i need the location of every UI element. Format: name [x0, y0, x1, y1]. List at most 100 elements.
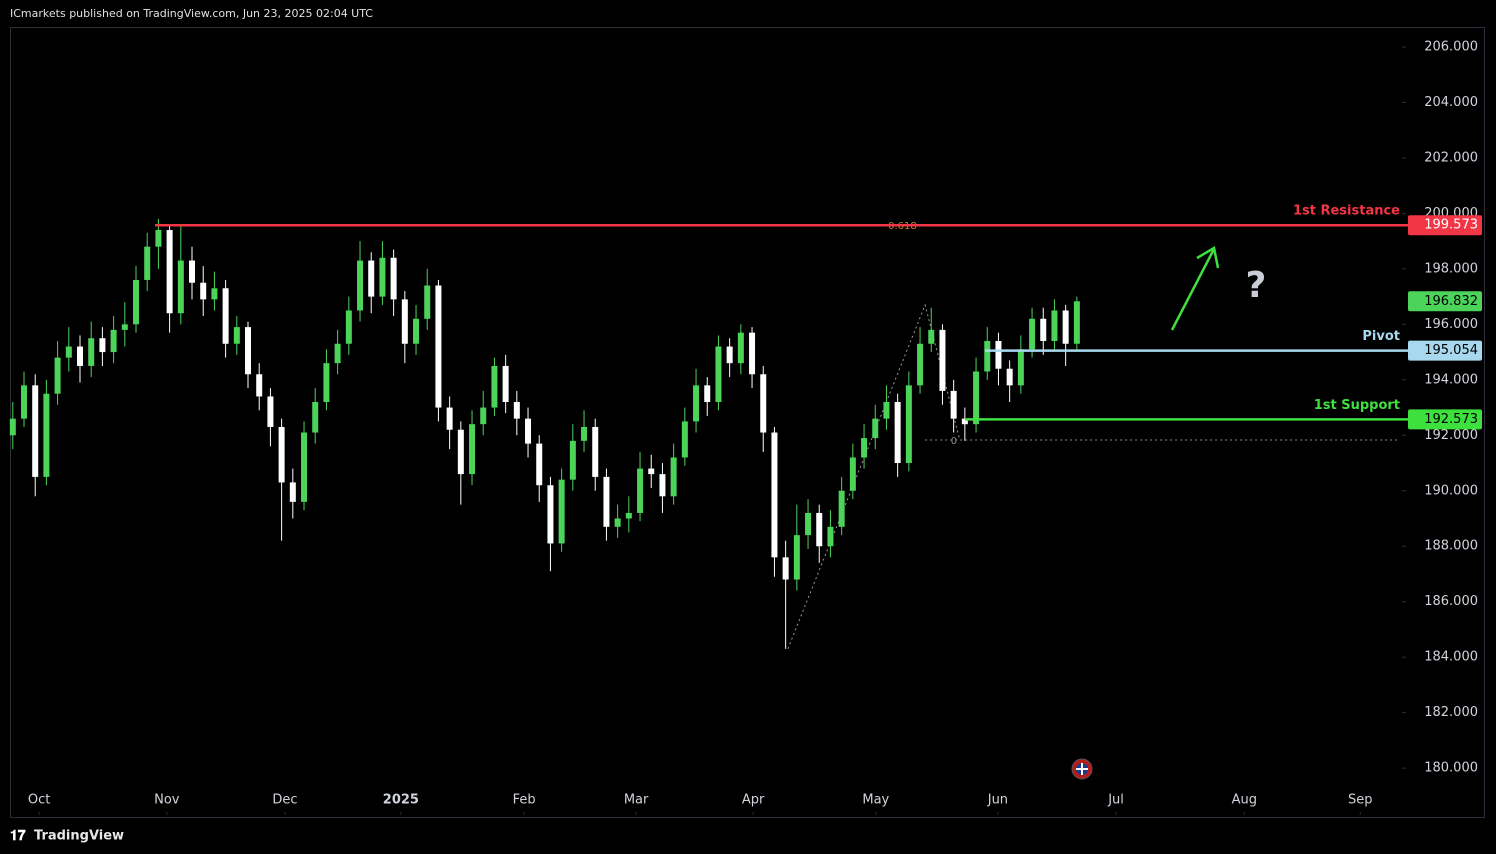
y-tick-label: 194.000 — [1424, 372, 1478, 387]
x-tick-label: Nov — [154, 793, 180, 808]
candle-body — [894, 402, 901, 464]
candle-body — [256, 374, 263, 397]
candle-body — [513, 402, 520, 419]
candle-body — [301, 432, 308, 502]
candle-body — [603, 476, 610, 527]
candle-body — [1017, 349, 1024, 386]
candle-body — [110, 329, 117, 353]
candle-body — [905, 385, 912, 464]
question-mark: ? — [1246, 265, 1267, 306]
candle-body — [659, 474, 666, 497]
candle-body — [625, 512, 632, 519]
last-price-box — [1408, 291, 1482, 312]
candle-body — [525, 418, 532, 444]
x-tick-label: Aug — [1232, 793, 1257, 808]
fib-label: 0.618 — [888, 221, 917, 232]
candle-body — [883, 402, 890, 419]
candle-body — [726, 346, 733, 364]
candle-body — [693, 385, 700, 422]
candle-body — [917, 343, 924, 386]
candle-body — [502, 365, 509, 403]
candle-body — [670, 457, 677, 497]
candle-body — [480, 407, 487, 425]
level-value: 199.573 — [1424, 218, 1478, 233]
candle-body — [569, 440, 576, 480]
y-tick-label: 206.000 — [1424, 39, 1478, 54]
candle-body — [144, 246, 151, 280]
candle-body — [43, 393, 50, 477]
level-value: 195.054 — [1424, 343, 1478, 358]
x-tick-label: May — [862, 793, 889, 808]
candle-body — [334, 343, 341, 364]
candle-body — [21, 385, 28, 419]
candle-body — [413, 318, 420, 344]
candle-body — [760, 374, 767, 433]
logo: 𝟏𝟕 — [10, 828, 26, 844]
candle-body — [424, 285, 431, 319]
candle-body — [54, 357, 61, 394]
candle-body — [984, 340, 991, 372]
candle-body — [155, 230, 162, 247]
candle-body — [211, 288, 218, 300]
candle-body — [961, 418, 968, 425]
candle-body — [861, 438, 868, 458]
candle-body — [581, 426, 588, 441]
candle-body — [558, 479, 565, 544]
candle-body — [793, 535, 800, 580]
y-tick-label: 202.000 — [1424, 150, 1478, 165]
candle-body — [827, 526, 834, 547]
candle-body — [939, 329, 946, 391]
candle-body — [547, 485, 554, 544]
candle-body — [1073, 301, 1080, 344]
candle-body — [435, 285, 442, 408]
candle-body — [32, 385, 39, 477]
candle-body — [469, 424, 476, 475]
y-tick-label: 204.000 — [1424, 95, 1478, 110]
candle-body — [267, 396, 274, 427]
level-box — [1408, 340, 1482, 361]
candle-body — [491, 365, 498, 408]
last-price-value: 196.832 — [1424, 294, 1478, 309]
y-tick-label: 196.000 — [1424, 317, 1478, 332]
x-tick-label: Dec — [272, 793, 297, 808]
candle-body — [782, 557, 789, 580]
candle-body — [278, 426, 285, 483]
candle-body — [312, 402, 319, 433]
candle-body — [648, 468, 655, 475]
y-tick-label: 190.000 — [1424, 483, 1478, 498]
level-name: Pivot — [1362, 329, 1400, 344]
candle-body — [928, 329, 935, 344]
flag-icon — [1071, 758, 1093, 780]
candle-body — [704, 385, 711, 403]
candle-body — [222, 288, 229, 344]
x-tick-label: Sep — [1348, 793, 1373, 808]
y-tick-label: 182.000 — [1424, 705, 1478, 720]
level-name: 1st Resistance — [1293, 204, 1400, 219]
candle-body — [995, 340, 1002, 369]
candle-body — [771, 432, 778, 558]
x-tick-label: Feb — [513, 793, 536, 808]
candle-body — [973, 371, 980, 425]
plot: 180.000 182.000 184.000 186.000 188.000 190.0… — [9, 39, 1482, 815]
y-tick-label: 180.000 — [1424, 761, 1478, 776]
candle-body — [838, 490, 845, 527]
candle-body — [9, 418, 16, 436]
candle-body — [637, 468, 644, 513]
candle-body — [1006, 368, 1013, 386]
candle-body — [233, 327, 240, 344]
x-tick-label: Oct — [28, 793, 50, 808]
candle-body — [446, 407, 453, 430]
candle-body — [65, 346, 72, 358]
x-tick-label: Apr — [742, 793, 765, 808]
fib-trend — [787, 303, 961, 650]
x-tick-label: Jun — [987, 793, 1008, 808]
candle-body — [357, 260, 364, 311]
candle-body — [323, 363, 330, 403]
header: ICmarkets published on TradingView.com, … — [10, 7, 373, 20]
y-tick-label: 192.000 — [1424, 428, 1478, 443]
y-tick-label: 184.000 — [1424, 650, 1478, 665]
candle-body — [368, 260, 375, 297]
candle-body — [536, 443, 543, 486]
